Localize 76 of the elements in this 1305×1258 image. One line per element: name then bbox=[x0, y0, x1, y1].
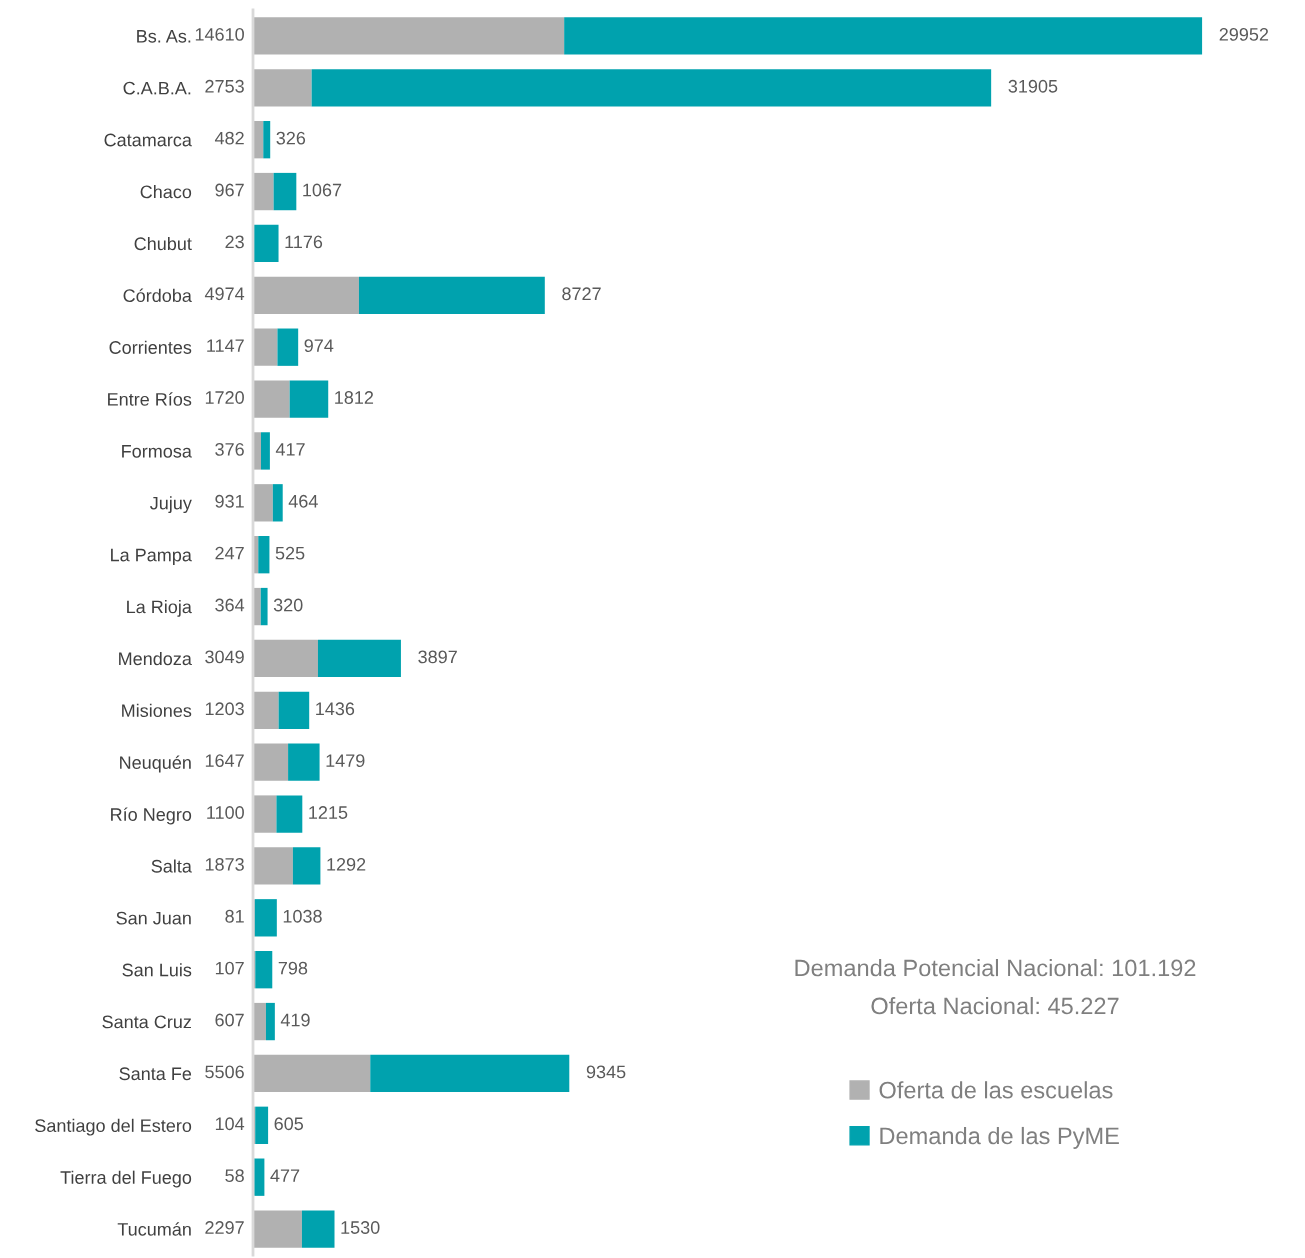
data-label: 2753 bbox=[205, 79, 244, 93]
data-label: 605 bbox=[274, 1117, 304, 1131]
data-label: 3897 bbox=[418, 650, 457, 664]
y-tick-label: Chubut bbox=[134, 236, 192, 251]
y-tick-label: Salta bbox=[151, 859, 192, 873]
legend-label: Oferta de las escuelas bbox=[879, 1081, 1113, 1099]
legend-label: Demanda de las PyME bbox=[880, 1126, 1119, 1149]
data-label: 1720 bbox=[205, 391, 244, 404]
y-tick-label: La Rioja bbox=[127, 600, 192, 617]
y-tick-label: Formosa bbox=[122, 445, 192, 458]
data-label: 1100 bbox=[207, 806, 244, 819]
y-tick-label: Bs. As. bbox=[137, 30, 191, 43]
annotation: Demanda Potencial Nacional: 101.192 bbox=[795, 958, 1196, 977]
y-tick-label: San Luis bbox=[122, 963, 192, 977]
y-tick-label: Río Negro bbox=[111, 807, 192, 825]
data-label: 247 bbox=[215, 546, 244, 560]
y-tick-label: La Pampa bbox=[111, 548, 192, 565]
data-label: 417 bbox=[275, 443, 305, 456]
data-label: 1203 bbox=[205, 702, 244, 716]
data-label: 376 bbox=[215, 443, 244, 456]
data-label: 1067 bbox=[303, 183, 342, 197]
data-label: 58 bbox=[225, 1169, 244, 1183]
y-tick-label: Córdoba bbox=[123, 288, 192, 303]
data-label: 2297 bbox=[205, 1221, 244, 1234]
data-label: 1647 bbox=[205, 754, 244, 768]
data-label: 1812 bbox=[335, 391, 374, 404]
y-tick-label: Chaco bbox=[140, 185, 192, 199]
data-label: 107 bbox=[215, 961, 244, 975]
data-label: 9345 bbox=[586, 1065, 626, 1079]
data-label: 464 bbox=[288, 494, 318, 508]
y-tick-label: Jujuy bbox=[150, 496, 192, 514]
y-tick-label: C.A.B.A. bbox=[123, 81, 191, 95]
y-tick-label: Neuquén bbox=[120, 755, 191, 773]
data-label: 1147 bbox=[207, 339, 244, 352]
data-label: 1479 bbox=[326, 754, 365, 768]
y-tick-label: Tierra del Fuego bbox=[60, 1170, 192, 1188]
data-label: 14610 bbox=[195, 28, 244, 41]
data-label: 931 bbox=[215, 494, 244, 508]
data-label: 419 bbox=[280, 1013, 310, 1027]
data-label: 1873 bbox=[205, 858, 244, 871]
data-label: 525 bbox=[275, 546, 305, 560]
data-label: 5506 bbox=[205, 1065, 244, 1079]
data-label: 1292 bbox=[327, 858, 366, 871]
data-label: 798 bbox=[278, 961, 308, 975]
data-label: 974 bbox=[304, 339, 334, 353]
data-label: 364 bbox=[215, 598, 245, 612]
data-label: 31905 bbox=[1008, 79, 1058, 93]
y-tick-label: Santiago del Estero bbox=[35, 1118, 192, 1136]
y-tick-label: Entre Ríos bbox=[108, 392, 192, 406]
y-tick-label: San Juan bbox=[116, 911, 191, 925]
data-label: 23 bbox=[225, 235, 244, 249]
data-label: 477 bbox=[270, 1169, 300, 1182]
data-label: 81 bbox=[225, 909, 244, 923]
data-label: 320 bbox=[273, 598, 303, 612]
data-label: 482 bbox=[214, 131, 244, 145]
annotation: Oferta Nacional: 45.227 bbox=[871, 996, 1119, 1015]
data-label: 1215 bbox=[309, 806, 348, 819]
y-tick-label: Tucumán bbox=[117, 1222, 191, 1236]
data-label: 4974 bbox=[204, 287, 245, 301]
data-label: 104 bbox=[215, 1117, 245, 1131]
y-tick-label: Santa Cruz bbox=[102, 1015, 191, 1029]
data-label: 29952 bbox=[1219, 28, 1269, 41]
y-tick-label: Corrientes bbox=[109, 340, 192, 354]
data-label: 8727 bbox=[562, 287, 601, 301]
y-tick-label: Misiones bbox=[122, 703, 192, 718]
data-label: 326 bbox=[276, 131, 306, 145]
data-label: 1530 bbox=[341, 1221, 380, 1234]
data-label: 607 bbox=[215, 1013, 244, 1027]
data-label: 967 bbox=[215, 183, 244, 197]
y-tick-label: Santa Fe bbox=[119, 1067, 192, 1081]
data-label: 3049 bbox=[205, 650, 244, 664]
data-label: 1436 bbox=[316, 702, 355, 716]
y-tick-label: Mendoza bbox=[119, 651, 192, 666]
y-tick-label: Catamarca bbox=[104, 133, 192, 147]
data-label: 1176 bbox=[285, 235, 323, 249]
data-label: 1038 bbox=[283, 909, 322, 923]
